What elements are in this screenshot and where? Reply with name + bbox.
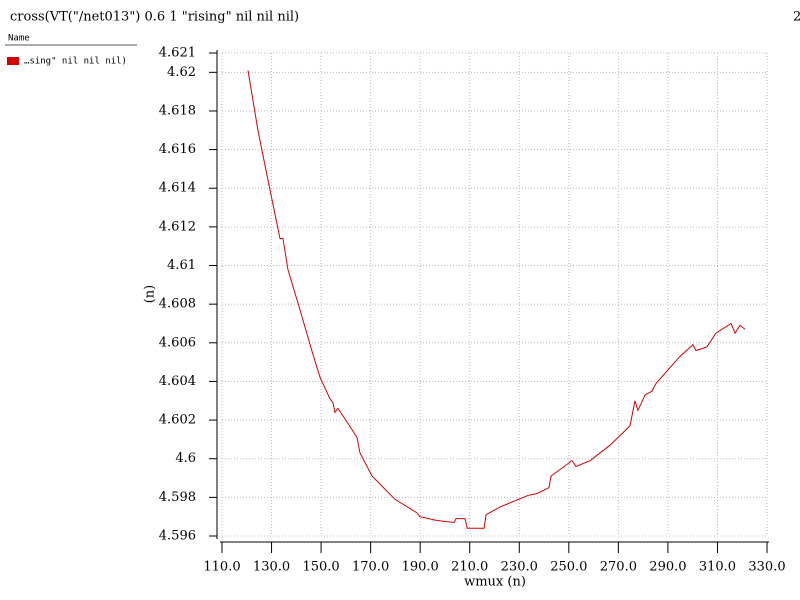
data-line <box>247 70 746 529</box>
x-tick-label: 230.0 <box>501 560 538 575</box>
subwindow-number: 2 <box>793 10 800 25</box>
legend-header: Name <box>8 34 30 44</box>
y-tick-label: 4.608 <box>159 297 196 312</box>
x-tick-label: 290.0 <box>649 560 686 575</box>
y-tick-label: 4.618 <box>159 103 196 118</box>
legend-swatch <box>7 57 19 65</box>
y-tick-label: 4.616 <box>159 142 196 157</box>
x-tick-label: 110.0 <box>203 560 240 575</box>
x-tick-label: 270.0 <box>600 560 637 575</box>
legend-label: …sing" nil nil nil) <box>24 57 127 67</box>
x-tick-label: 310.0 <box>699 560 736 575</box>
y-tick-label: 4.606 <box>159 335 196 350</box>
y-tick-label: 4.612 <box>159 219 196 234</box>
y-tick-label: 4.6 <box>175 451 196 466</box>
y-tick-label: 4.621 <box>159 46 196 61</box>
x-tick-label: 190.0 <box>402 560 439 575</box>
x-tick-label: 170.0 <box>352 560 389 575</box>
y-axis-label: (n) <box>143 285 158 304</box>
y-tick-label: 4.614 <box>159 181 196 196</box>
y-tick-label: 4.598 <box>159 490 196 505</box>
x-tick-label: 330.0 <box>748 560 785 575</box>
y-tick-label: 4.596 <box>159 529 196 544</box>
x-tick-label: 130.0 <box>253 560 290 575</box>
y-tick-label: 4.61 <box>167 258 196 273</box>
y-tick-label: 4.604 <box>159 374 196 389</box>
x-tick-label: 250.0 <box>550 560 587 575</box>
x-axis-label: wmux (n) <box>464 575 526 590</box>
chart-title: cross(VT("/net013") 0.6 1 "rising" nil n… <box>10 10 299 25</box>
y-tick-label: 4.602 <box>159 413 196 428</box>
x-tick-label: 150.0 <box>302 560 339 575</box>
x-tick-label: 210.0 <box>451 560 488 575</box>
y-tick-label: 4.62 <box>167 65 196 80</box>
